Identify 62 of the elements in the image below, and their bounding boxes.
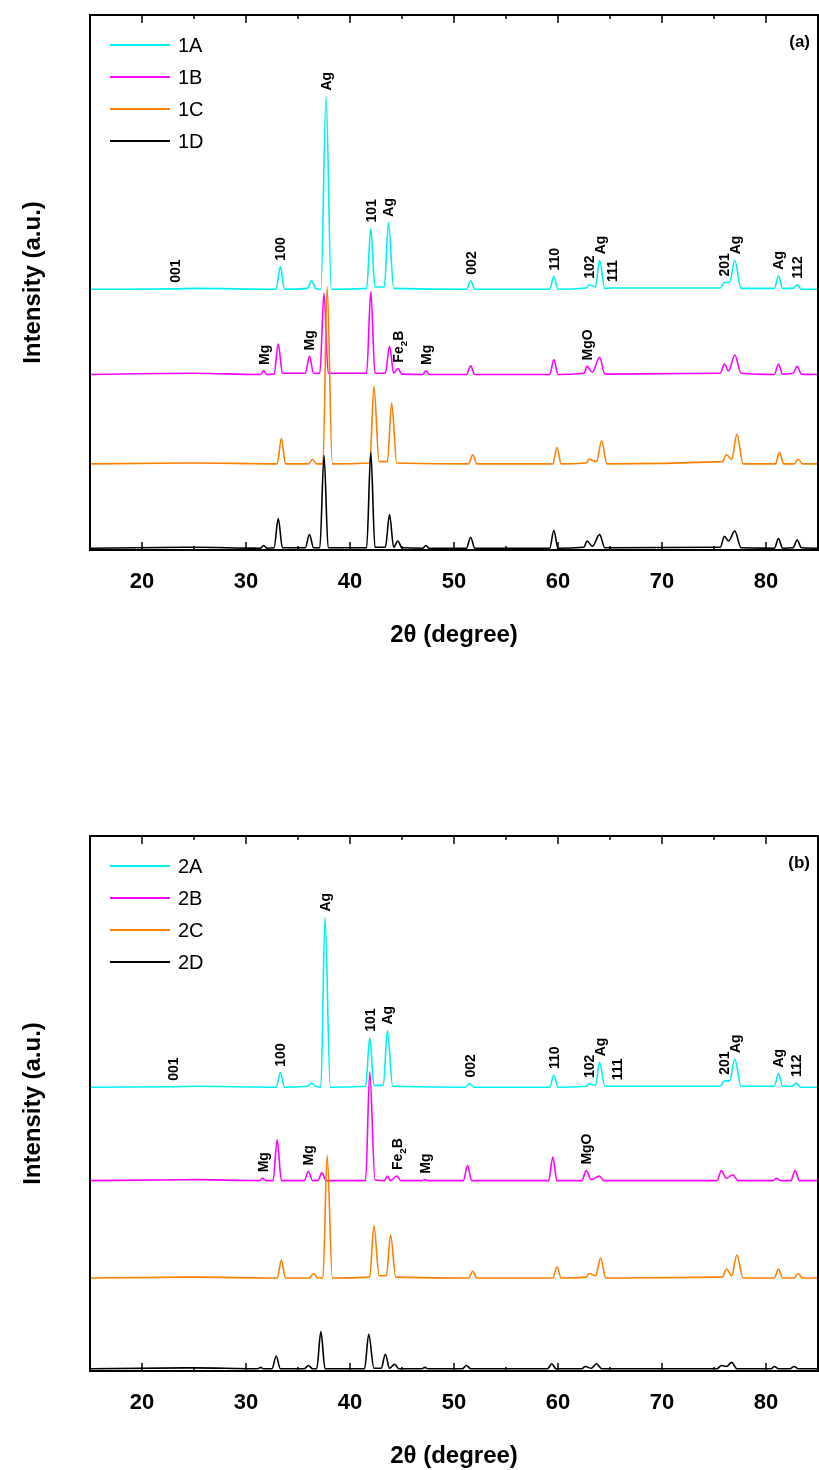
annotation: 102 [581, 1054, 598, 1078]
annotation: 111 [604, 259, 621, 282]
annotation: Ag [318, 71, 335, 91]
annotation: Mg [300, 1145, 317, 1166]
x-tick-label: 80 [753, 568, 779, 593]
annotation: Ag [380, 197, 397, 217]
y-axis-title: Intensity (a.u.) [18, 201, 45, 364]
annotation: 101 [361, 1008, 378, 1032]
annotation: 201 [716, 252, 733, 277]
annotation: 100 [272, 237, 289, 261]
annotation: Ag [770, 1048, 787, 1068]
annotation: 002 [462, 251, 479, 275]
x-tick-label: 40 [337, 568, 363, 593]
annotation: 110 [545, 247, 562, 271]
x-tick-label: 30 [233, 568, 259, 593]
annotation: Ag [770, 251, 787, 270]
y-axis-title: Intensity (a.u.) [18, 1022, 45, 1185]
annotation: 112 [789, 255, 806, 279]
x-tick-label: 40 [337, 1389, 363, 1414]
annotation: 100 [272, 1043, 289, 1067]
annotation: MgO [578, 1133, 595, 1165]
x-tick-label: 80 [753, 1389, 779, 1414]
annotation: 101 [362, 198, 379, 223]
annotation: 112 [788, 1054, 805, 1078]
legend-label: 1C [178, 98, 204, 120]
x-axis-title: 2θ (degree) [390, 620, 518, 647]
x-tick-label: 50 [441, 568, 467, 593]
annotation: 001 [165, 1057, 182, 1081]
legend-label: 2A [178, 855, 204, 877]
x-axis-title: 2θ (degree) [390, 1441, 518, 1468]
legend-label: 1D [178, 130, 204, 152]
annotation: Mg [417, 344, 434, 365]
x-tick-label: 30 [233, 1389, 259, 1414]
legend-label: 2C [178, 919, 204, 941]
legend-label: 2D [178, 951, 204, 973]
x-tick-label: 50 [441, 1389, 467, 1414]
annotation: Ag [591, 1037, 608, 1057]
chart-title: (b) [788, 853, 810, 872]
x-tick-label: 70 [649, 1389, 675, 1414]
annotation: Mg [254, 1152, 271, 1173]
annotation: 002 [461, 1053, 478, 1078]
x-tick-label: 60 [545, 1389, 571, 1414]
legend-label: 1A [178, 34, 204, 56]
annotation: 111 [609, 1058, 626, 1081]
x-tick-label: 70 [649, 568, 675, 593]
legend-label: 1B [178, 66, 203, 88]
x-tick-label: 60 [545, 568, 571, 593]
annotation: Ag [317, 892, 334, 912]
legend-label: 2B [178, 887, 203, 909]
annotation: 001 [167, 259, 184, 283]
annotation: Mg [416, 1153, 433, 1174]
annotation: 201 [716, 1051, 733, 1075]
annotation: Ag [379, 1005, 396, 1025]
annotation: Mg [255, 344, 272, 365]
x-tick-label: 20 [129, 568, 155, 593]
x-tick-label: 20 [129, 1389, 155, 1414]
annotation: Mg [301, 330, 318, 351]
chart-title: (a) [789, 32, 810, 51]
annotation: 110 [545, 1046, 562, 1069]
annotation: Ag [591, 235, 608, 255]
annotation: MgO [579, 329, 596, 361]
annotation: 102 [581, 255, 598, 279]
